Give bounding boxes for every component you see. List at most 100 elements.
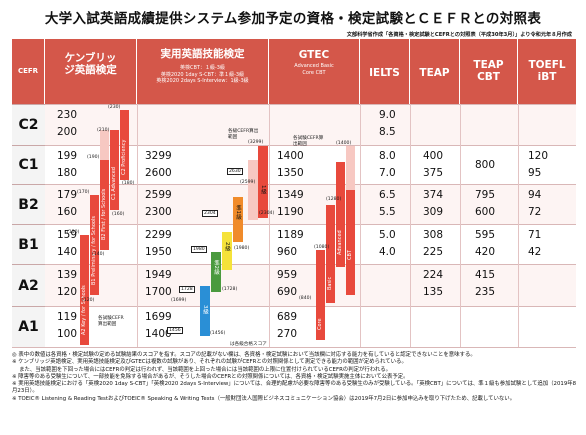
- eiken-mark: (1980): [234, 246, 250, 251]
- gtec-bar-advanced: [336, 162, 345, 267]
- row-level-b1: B1: [12, 224, 45, 264]
- cell-cam-lower: 200: [57, 126, 78, 138]
- cell-toefl-upper: 71: [528, 229, 542, 241]
- gtec-label: Basic: [327, 276, 333, 290]
- cell-gtec-lower: 1190: [277, 206, 304, 218]
- cell-teapcbt-upper: 800: [475, 159, 496, 171]
- cell-teap-upper: 224: [423, 269, 444, 281]
- cell-cam-upper: 139: [57, 269, 78, 281]
- cell-ielts-upper: 6.5: [379, 189, 396, 201]
- header-teapcbt: TEAP CBT: [460, 39, 518, 104]
- cell-teap-upper: 308: [423, 229, 444, 241]
- column-separator: [269, 104, 270, 347]
- cell-teap-upper: 374: [423, 189, 444, 201]
- column-separator: [360, 104, 361, 347]
- cell-cam-lower: 120: [57, 286, 78, 298]
- gtec-bar-cbt: [346, 190, 355, 295]
- cell-gtec-lower: 960: [277, 246, 298, 258]
- cambridge-bar-b1: [90, 195, 99, 295]
- cambridge-bar-c2: [120, 110, 129, 180]
- cell-toefl-lower: 95: [528, 167, 542, 179]
- gtec-label: Core: [317, 318, 323, 330]
- cambridge-mark: (210): [97, 128, 110, 133]
- cell-gtec-lower: 690: [277, 286, 298, 298]
- footnote: ※ 障害等のある受験生について、一部技能を免除する場合があるが、そうした場合のC…: [12, 373, 409, 380]
- row-level-a2: A2: [12, 264, 45, 306]
- cell-eiken-upper: 3299: [145, 150, 172, 162]
- cell-cam-lower: 180: [57, 167, 78, 179]
- cambridge-mark: (170): [77, 190, 90, 195]
- eiken-grade-label: 3級: [202, 305, 208, 314]
- cell-eiken-lower: 2300: [145, 206, 172, 218]
- eiken-mark: (1699): [171, 298, 187, 303]
- table-row: [45, 264, 576, 306]
- cell-eiken-lower: 1400: [145, 328, 172, 340]
- eiken-pass-score: 1456: [167, 327, 183, 334]
- cell-teapcbt-lower: 600: [475, 206, 496, 218]
- footnote: ※ TOEIC® Listening & Reading TestおよびTOEI…: [12, 395, 516, 402]
- header-gtec-sub: Advanced Basic Core CBT: [294, 63, 334, 76]
- eiken-bar-pre1: [233, 197, 243, 242]
- cambridge-mark: (150): [67, 230, 80, 235]
- page-subtitle: 文部科学省作成「各資格・検定試験とCEFRとの対照表（平成30年3月）」より令和…: [346, 32, 572, 38]
- header-eiken-sub1: 英検CBT：１級-3級: [180, 65, 225, 71]
- column-separator: [410, 104, 411, 347]
- cell-ielts-upper: 8.0: [379, 150, 396, 162]
- cambridge-label-b2: B2 First / for Schools: [101, 188, 107, 240]
- cambridge-bar-a2: [80, 235, 89, 345]
- table-row: [45, 306, 576, 347]
- eiken-mark: (1728): [222, 287, 238, 292]
- eiken-range-label: 各級CEFR算出範囲: [228, 129, 259, 140]
- cell-cam-upper: 230: [57, 109, 78, 121]
- gtec-mark: (1080): [314, 245, 330, 250]
- cell-teap-lower: 375: [423, 167, 444, 179]
- row-level-c1: C1: [12, 145, 45, 184]
- cell-ielts-upper: 5.0: [379, 229, 396, 241]
- cell-eiken-upper: 2299: [145, 229, 172, 241]
- eiken-grade-label: 準2級: [213, 260, 219, 275]
- header-ielts: IELTS: [360, 39, 410, 104]
- column-separator: [460, 104, 461, 347]
- table-bottom-border: [12, 347, 576, 348]
- cell-ielts-lower: 7.0: [379, 167, 396, 179]
- cambridge-bar-c1: [110, 130, 119, 210]
- cell-gtec-upper: 959: [277, 269, 298, 281]
- eiken-range-bar: [248, 160, 258, 220]
- cambridge-mark: (230): [108, 105, 121, 110]
- header-cambridge-label: ケンブリッジ英語検定: [64, 52, 117, 76]
- eiken-mark: (2304): [259, 211, 275, 216]
- cell-gtec-upper: 1189: [277, 229, 304, 241]
- cell-ielts-lower: 4.0: [379, 246, 396, 258]
- column-separator: [518, 104, 519, 347]
- cell-eiken-lower: 1950: [145, 246, 172, 258]
- cell-eiken-upper: 2599: [145, 189, 172, 201]
- page-title: 大学入試英語成績提供システム参加予定の資格・検定試験とＣＥＦＲとの対照表: [44, 11, 542, 27]
- eiken-grade-label: 準1級: [235, 205, 241, 220]
- cell-gtec-upper: 1400: [277, 150, 304, 162]
- header-gtec: GTEC Advanced Basic Core CBT: [269, 39, 360, 104]
- eiken-grade-label: 2級: [224, 242, 230, 251]
- header-teap-label: TEAP: [419, 67, 450, 79]
- cell-teap-lower: 135: [423, 286, 444, 298]
- gtec-mark: (840): [299, 296, 312, 301]
- eiken-bar-grade1-top: [258, 146, 268, 168]
- cell-toefl-lower: 72: [528, 206, 542, 218]
- cambridge-range-label: 各試験CEFR算出範囲: [98, 316, 124, 327]
- eiken-grade-label: 1級: [260, 185, 266, 194]
- eiken-mark: (2599): [240, 180, 256, 185]
- cell-cam-upper: 159: [57, 229, 78, 241]
- cell-toefl-upper: 94: [528, 189, 542, 201]
- cambridge-label-c1: C1 Advanced: [111, 167, 117, 200]
- cell-eiken-upper: 1949: [145, 269, 172, 281]
- header-cefr: CEFR: [12, 39, 45, 104]
- cambridge-label-c2: C2 Proficiency: [121, 139, 127, 175]
- eiken-bar-grade2: [222, 232, 232, 270]
- cell-teap-upper: 400: [423, 150, 444, 162]
- header-toefl-line2: iBT: [537, 71, 557, 83]
- gtec-mark: (1400): [336, 141, 352, 146]
- cell-teapcbt-upper: 795: [475, 189, 496, 201]
- cell-ielts-lower: 8.5: [379, 126, 396, 138]
- footnote: ※ 実用英語技能検定における「英検2020 1day S-CBT」「英検2020…: [12, 381, 577, 395]
- eiken-pass-score: 1980: [191, 246, 207, 253]
- gtec-bar-core: [316, 250, 325, 340]
